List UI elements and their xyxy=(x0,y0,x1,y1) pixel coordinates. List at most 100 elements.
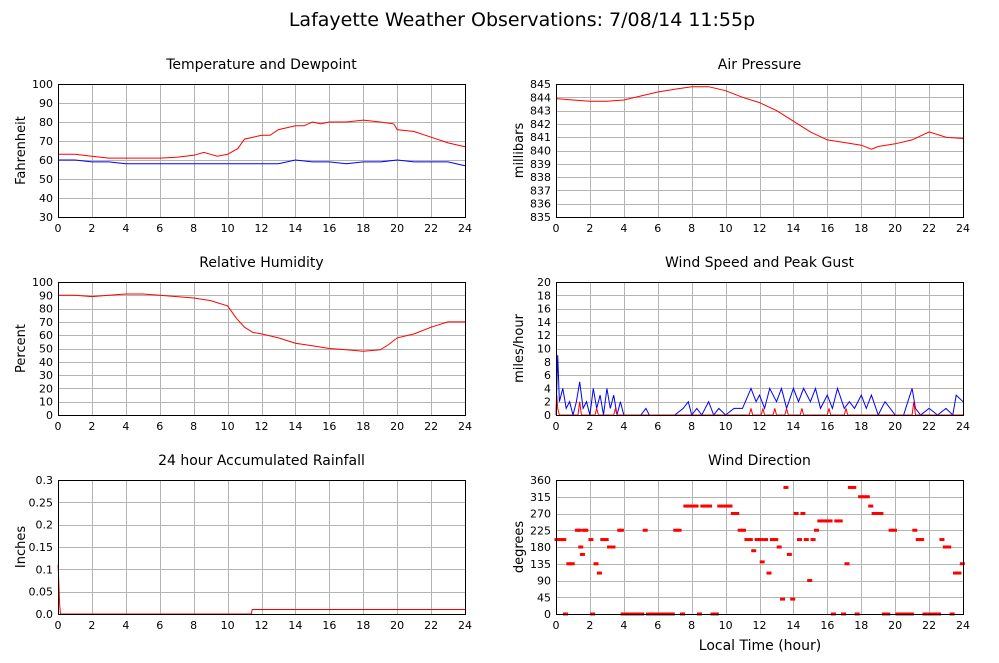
temp-x-tick: 18 xyxy=(356,222,370,235)
wind-x-tick: 14 xyxy=(786,420,800,433)
wind-x-tick: 24 xyxy=(956,420,970,433)
direction-point xyxy=(807,579,813,582)
humidity-y-tick: 90 xyxy=(39,289,53,302)
direction-point xyxy=(693,504,699,508)
rain-y-tick: 0.05 xyxy=(29,586,54,599)
temp-x-tick: 16 xyxy=(322,222,336,235)
wind-x-tick: 8 xyxy=(688,420,695,433)
wind-y-tick: 16 xyxy=(537,303,551,316)
rain-x-tick: 20 xyxy=(390,619,404,632)
pressure-y-tick: 835 xyxy=(530,211,551,224)
pressure-x-tick: 2 xyxy=(586,222,593,235)
direction-frame xyxy=(556,480,964,615)
direction-point xyxy=(673,528,679,532)
wind-y-tick: 12 xyxy=(537,329,551,342)
direction-point xyxy=(557,538,563,542)
direction-point xyxy=(690,504,696,508)
wind-y-tick: 10 xyxy=(537,343,551,356)
rain-x-tick: 6 xyxy=(156,619,163,632)
humidity-x-tick: 12 xyxy=(255,420,269,433)
direction-point xyxy=(741,528,747,532)
direction-point xyxy=(703,504,709,508)
direction-point xyxy=(720,504,726,508)
humidity-x-tick: 0 xyxy=(55,420,62,433)
wind-x-tick: 12 xyxy=(753,420,767,433)
direction-x-tick: 10 xyxy=(719,619,733,632)
direction-point xyxy=(707,504,713,508)
temp-series-line-1 xyxy=(58,159,466,167)
direction-point xyxy=(717,504,723,508)
temp-x-tick: 10 xyxy=(221,222,235,235)
wind-frame xyxy=(556,282,964,416)
page-title: Lafayette Weather Observations: 7/08/14 … xyxy=(289,9,755,31)
wind-y-tick: 0 xyxy=(544,409,551,422)
rain-x-tick: 0 xyxy=(55,619,62,632)
rain-x-tick: 22 xyxy=(424,619,438,632)
direction-title: Wind Direction xyxy=(708,453,811,469)
temp-x-tick: 24 xyxy=(458,222,472,235)
direction-point xyxy=(800,512,806,515)
pressure-y-tick: 838 xyxy=(530,171,551,184)
wind-x-tick: 0 xyxy=(553,420,560,433)
wind-y-tick: 6 xyxy=(544,369,551,382)
pressure-title: Air Pressure xyxy=(718,57,801,73)
humidity-y-tick: 0 xyxy=(46,409,53,422)
direction-point xyxy=(888,528,894,532)
rain-frame xyxy=(58,480,466,615)
pressure-frame xyxy=(556,84,964,218)
direction-point xyxy=(844,562,850,566)
rain-x-tick: 10 xyxy=(221,619,235,632)
direction-point xyxy=(875,512,881,515)
wind-x-tick: 18 xyxy=(854,420,868,433)
humidity-x-tick: 8 xyxy=(190,420,197,433)
temp-y-tick: 50 xyxy=(39,173,53,186)
direction-ylabel: degrees xyxy=(512,521,527,574)
humidity-y-tick: 70 xyxy=(39,316,53,329)
direction-point xyxy=(603,538,609,542)
humidity-x-tick: 2 xyxy=(88,420,95,433)
direction-point xyxy=(579,552,585,556)
direction-x-tick: 6 xyxy=(654,619,661,632)
direction-point xyxy=(758,538,763,542)
humidity-y-tick: 10 xyxy=(39,396,53,409)
wind-x-tick: 6 xyxy=(654,420,661,433)
temp-x-tick: 6 xyxy=(156,222,163,235)
wind-x-tick: 10 xyxy=(719,420,733,433)
direction-point xyxy=(759,560,765,564)
humidity-series-line-0 xyxy=(58,293,465,352)
pressure-x-tick: 12 xyxy=(753,222,767,235)
humidity-title: Relative Humidity xyxy=(199,255,323,271)
wind-series-line-1 xyxy=(555,395,963,416)
direction-point xyxy=(912,528,918,532)
direction-point xyxy=(827,519,833,523)
wind-x-tick: 20 xyxy=(888,420,902,433)
humidity-y-tick: 80 xyxy=(39,303,53,316)
direction-point xyxy=(642,528,648,532)
wind-x-tick: 16 xyxy=(820,420,834,433)
temp-y-tick: 100 xyxy=(32,78,53,91)
wind-x-tick: 4 xyxy=(620,420,627,433)
direction-x-tick: 2 xyxy=(586,619,593,632)
direction-point xyxy=(858,495,864,499)
rain-y-tick: 0.25 xyxy=(29,496,54,509)
direction-point xyxy=(754,538,760,542)
rain-x-tick: 2 xyxy=(88,619,95,632)
humidity-y-tick: 40 xyxy=(39,356,53,369)
temp-x-tick: 20 xyxy=(390,222,404,235)
rain-x-tick: 8 xyxy=(190,619,197,632)
direction-point xyxy=(776,545,782,549)
direction-point xyxy=(820,519,826,523)
pressure-y-tick: 840 xyxy=(530,145,551,158)
rain-x-tick: 24 xyxy=(458,619,472,632)
direction-point xyxy=(864,495,870,499)
direction-point xyxy=(593,562,599,566)
temp-frame xyxy=(58,84,466,218)
direction-point xyxy=(578,545,584,549)
temp-series-line-0 xyxy=(58,119,466,159)
temp-x-tick: 0 xyxy=(55,222,62,235)
